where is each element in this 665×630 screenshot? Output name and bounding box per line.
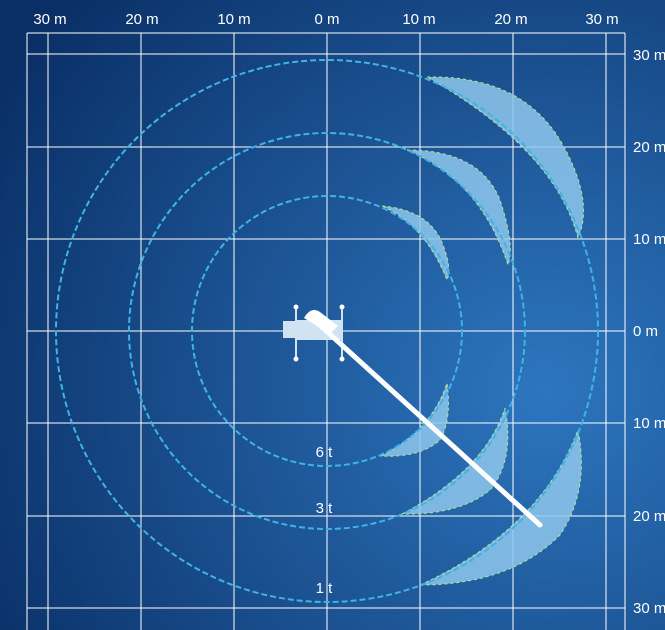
top-axis-label: 20 m [125,11,158,28]
top-axis-label: 10 m [217,11,250,28]
right-axis-label: 10 m [633,415,665,432]
ring-label-6t: 6 t [316,444,334,461]
top-axis-label: 10 m [402,11,435,28]
right-axis-label: 10 m [633,231,665,248]
right-axis-label: 20 m [633,508,665,525]
ring-label-3t: 3 t [316,500,334,517]
right-axis-label: 30 m [633,47,665,64]
outrigger-pad [294,357,299,362]
right-axis-label: 20 m [633,139,665,156]
top-axis-label: 30 m [585,11,618,28]
right-axis-label: 30 m [633,600,665,617]
top-axis-label: 0 m [314,11,339,28]
outrigger-pad [294,305,299,310]
outrigger-pad [340,305,345,310]
top-axis-label: 30 m [33,11,66,28]
crane-cab [283,321,297,338]
ring-label-1t: 1 t [316,580,334,597]
top-axis-label: 20 m [494,11,527,28]
right-axis-label: 0 m [633,323,658,340]
outrigger-pad [340,357,345,362]
